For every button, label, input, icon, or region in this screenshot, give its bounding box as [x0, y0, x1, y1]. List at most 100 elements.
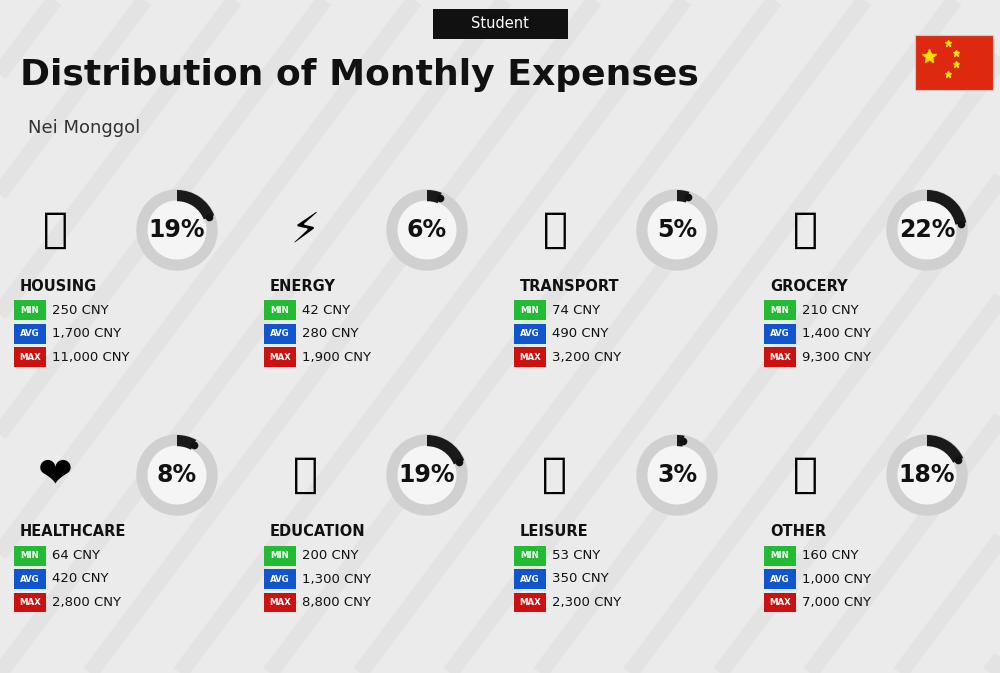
- Text: 8%: 8%: [157, 463, 197, 487]
- Text: 18%: 18%: [899, 463, 955, 487]
- Text: Distribution of Monthly Expenses: Distribution of Monthly Expenses: [20, 58, 699, 92]
- Wedge shape: [677, 435, 684, 447]
- Text: AVG: AVG: [20, 330, 40, 339]
- Text: MIN: MIN: [521, 551, 539, 560]
- Text: 1,700 CNY: 1,700 CNY: [52, 328, 121, 341]
- FancyBboxPatch shape: [764, 301, 796, 320]
- FancyBboxPatch shape: [264, 569, 296, 589]
- Polygon shape: [148, 201, 206, 259]
- Text: MIN: MIN: [771, 306, 789, 315]
- Text: HOUSING: HOUSING: [20, 279, 97, 295]
- Text: Student: Student: [471, 17, 529, 32]
- FancyBboxPatch shape: [514, 324, 546, 344]
- Text: LEISURE: LEISURE: [520, 524, 589, 540]
- Text: 42 CNY: 42 CNY: [302, 304, 350, 317]
- Text: 1,300 CNY: 1,300 CNY: [302, 573, 371, 586]
- FancyBboxPatch shape: [915, 35, 993, 90]
- Text: MIN: MIN: [271, 306, 289, 315]
- Text: MAX: MAX: [769, 598, 791, 607]
- Text: 5%: 5%: [657, 218, 697, 242]
- FancyBboxPatch shape: [764, 569, 796, 589]
- Text: TRANSPORT: TRANSPORT: [520, 279, 620, 295]
- Text: MAX: MAX: [519, 598, 541, 607]
- Text: 210 CNY: 210 CNY: [802, 304, 859, 317]
- Text: ⚡: ⚡: [290, 209, 320, 251]
- Wedge shape: [927, 190, 966, 225]
- Text: 🛒: 🛒: [793, 209, 818, 251]
- Polygon shape: [887, 190, 967, 270]
- Text: 420 CNY: 420 CNY: [52, 573, 108, 586]
- Text: 53 CNY: 53 CNY: [552, 549, 600, 562]
- Text: 🎓: 🎓: [292, 454, 318, 496]
- Text: 1,900 CNY: 1,900 CNY: [302, 351, 371, 364]
- Text: AVG: AVG: [520, 330, 540, 339]
- Text: ENERGY: ENERGY: [270, 279, 336, 295]
- Polygon shape: [898, 201, 956, 259]
- Text: 🚌: 🚌: [542, 209, 568, 251]
- Text: 280 CNY: 280 CNY: [302, 328, 358, 341]
- Text: 7,000 CNY: 7,000 CNY: [802, 596, 871, 609]
- Text: 🛍️: 🛍️: [542, 454, 568, 496]
- Polygon shape: [648, 201, 706, 259]
- Text: 350 CNY: 350 CNY: [552, 573, 609, 586]
- FancyBboxPatch shape: [432, 9, 568, 39]
- Text: 9,300 CNY: 9,300 CNY: [802, 351, 871, 364]
- Wedge shape: [177, 435, 196, 450]
- Text: MAX: MAX: [269, 353, 291, 362]
- FancyBboxPatch shape: [14, 569, 46, 589]
- Text: 8,800 CNY: 8,800 CNY: [302, 596, 371, 609]
- Polygon shape: [887, 435, 967, 515]
- Text: 19%: 19%: [399, 463, 455, 487]
- Wedge shape: [427, 435, 464, 464]
- FancyBboxPatch shape: [264, 324, 296, 344]
- Polygon shape: [637, 190, 717, 270]
- Text: 2,800 CNY: 2,800 CNY: [52, 596, 121, 609]
- Text: AVG: AVG: [20, 575, 40, 583]
- Text: 3,200 CNY: 3,200 CNY: [552, 351, 621, 364]
- Text: 1,400 CNY: 1,400 CNY: [802, 328, 871, 341]
- Text: 2,300 CNY: 2,300 CNY: [552, 596, 621, 609]
- Polygon shape: [898, 446, 956, 504]
- Text: MAX: MAX: [19, 353, 41, 362]
- FancyBboxPatch shape: [14, 324, 46, 344]
- Text: 64 CNY: 64 CNY: [52, 549, 100, 562]
- Polygon shape: [387, 435, 467, 515]
- Polygon shape: [648, 446, 706, 504]
- Text: 74 CNY: 74 CNY: [552, 304, 600, 317]
- Text: AVG: AVG: [770, 575, 790, 583]
- Polygon shape: [137, 435, 217, 515]
- FancyBboxPatch shape: [764, 546, 796, 565]
- Wedge shape: [427, 190, 442, 203]
- FancyBboxPatch shape: [264, 546, 296, 565]
- Text: MAX: MAX: [269, 598, 291, 607]
- FancyBboxPatch shape: [14, 592, 46, 612]
- Text: MIN: MIN: [21, 551, 39, 560]
- Text: 11,000 CNY: 11,000 CNY: [52, 351, 130, 364]
- FancyBboxPatch shape: [14, 546, 46, 565]
- FancyBboxPatch shape: [514, 301, 546, 320]
- Text: GROCERY: GROCERY: [770, 279, 848, 295]
- Polygon shape: [398, 201, 456, 259]
- FancyBboxPatch shape: [764, 347, 796, 367]
- Text: 1,000 CNY: 1,000 CNY: [802, 573, 871, 586]
- FancyBboxPatch shape: [514, 347, 546, 367]
- Text: AVG: AVG: [520, 575, 540, 583]
- Text: 19%: 19%: [149, 218, 205, 242]
- Text: AVG: AVG: [770, 330, 790, 339]
- Wedge shape: [927, 435, 963, 463]
- Text: MAX: MAX: [519, 353, 541, 362]
- Text: 160 CNY: 160 CNY: [802, 549, 858, 562]
- Text: MIN: MIN: [21, 306, 39, 315]
- Text: MAX: MAX: [19, 598, 41, 607]
- Text: ❤️: ❤️: [38, 454, 72, 496]
- Polygon shape: [398, 446, 456, 504]
- Text: MAX: MAX: [769, 353, 791, 362]
- FancyBboxPatch shape: [514, 569, 546, 589]
- Polygon shape: [137, 190, 217, 270]
- FancyBboxPatch shape: [514, 546, 546, 565]
- Text: EDUCATION: EDUCATION: [270, 524, 366, 540]
- FancyBboxPatch shape: [14, 347, 46, 367]
- Text: MIN: MIN: [521, 306, 539, 315]
- FancyBboxPatch shape: [514, 592, 546, 612]
- Text: 🏢: 🏢: [43, 209, 68, 251]
